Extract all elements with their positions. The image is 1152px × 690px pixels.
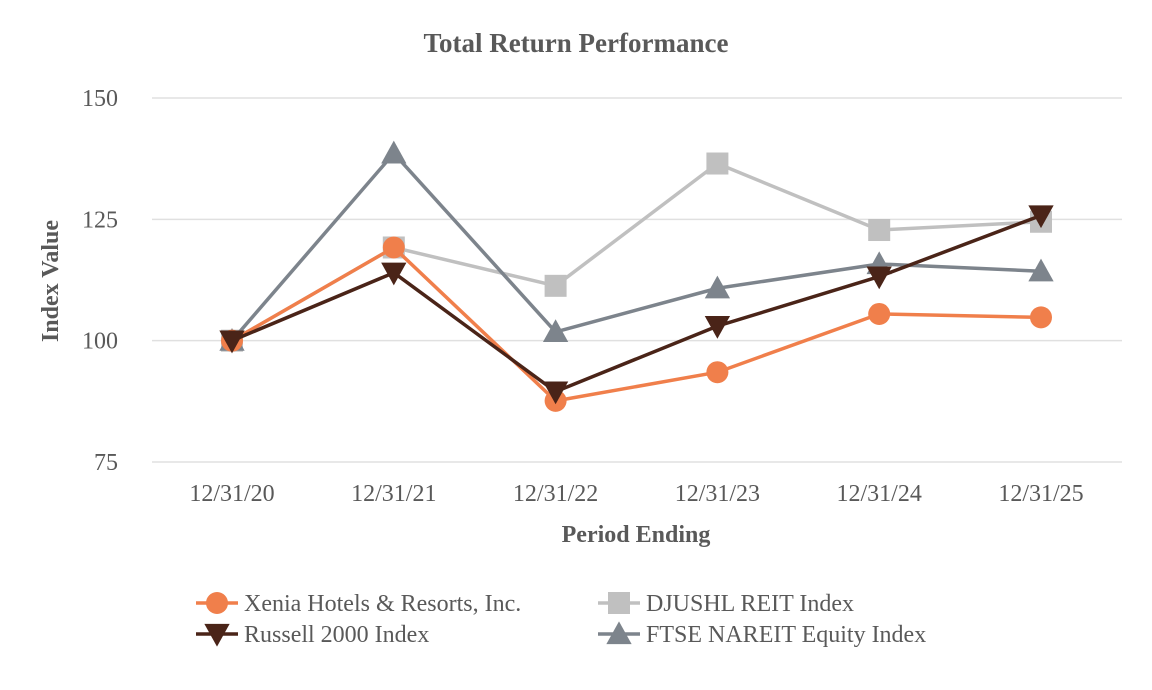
legend-marker [206,592,228,614]
legend-marker [606,621,632,645]
legend-label: DJUSHL REIT Index [646,591,854,617]
x-tick-label: 12/31/21 [351,481,436,507]
x-tick-label: 12/31/23 [675,481,760,507]
series-djushl-reit-index [221,152,1052,352]
y-tick-label: 125 [82,207,118,233]
legend-marker [608,592,630,614]
x-axis-ticks: 12/31/20 12/31/21 12/31/22 12/31/23 12/31/24… [189,481,1083,507]
data-point [542,319,569,343]
legend-item: Xenia Hotels & Resorts, Inc. [196,591,521,617]
x-axis-title: Period Ending [562,522,711,548]
legend-item: DJUSHL REIT Index [598,591,854,617]
x-tick-label: 12/31/25 [998,481,1083,507]
data-point [544,274,567,297]
x-tick-label: 12/31/22 [513,481,598,507]
data-point [704,315,731,339]
gridlines [152,97,1122,463]
y-tick-label: 100 [82,329,118,355]
data-point [706,361,729,384]
data-point [868,302,891,325]
legend: Xenia Hotels & Resorts, Inc. DJUSHL REIT … [196,591,926,648]
legend-marker [204,623,230,647]
data-point [542,381,569,405]
series-layer [219,140,1054,412]
data-point [381,262,407,286]
data-point [381,140,407,164]
data-point [219,330,245,354]
data-point [1028,258,1054,282]
series-ftse-nareit-equity-index [219,140,1054,351]
legend-item: FTSE NAREIT Equity Index [598,621,926,648]
data-point [706,152,729,175]
legend-label: Xenia Hotels & Resorts, Inc. [244,591,521,617]
legend-item: Russell 2000 Index [196,622,429,648]
data-point [382,236,405,259]
chart-title: Total Return Performance [424,28,729,58]
y-axis-title: Index Value [38,220,64,342]
data-point [866,266,892,290]
x-tick-label: 12/31/20 [189,481,274,507]
series-line [231,245,1042,403]
series-xenia-hotels-resorts-inc [221,236,1052,412]
y-axis-ticks: 75 100 125 150 [82,86,118,476]
series-russell-2000-index [219,205,1054,405]
x-tick-label: 12/31/24 [837,481,922,507]
series-line [230,151,1042,342]
data-point [868,219,891,242]
data-point [1028,205,1054,229]
y-tick-label: 75 [94,450,118,476]
series-line [231,213,1042,394]
data-point [704,275,731,299]
legend-label: FTSE NAREIT Equity Index [646,622,926,648]
y-tick-label: 150 [82,86,118,112]
legend-label: Russell 2000 Index [244,622,429,648]
data-point [1030,306,1052,329]
